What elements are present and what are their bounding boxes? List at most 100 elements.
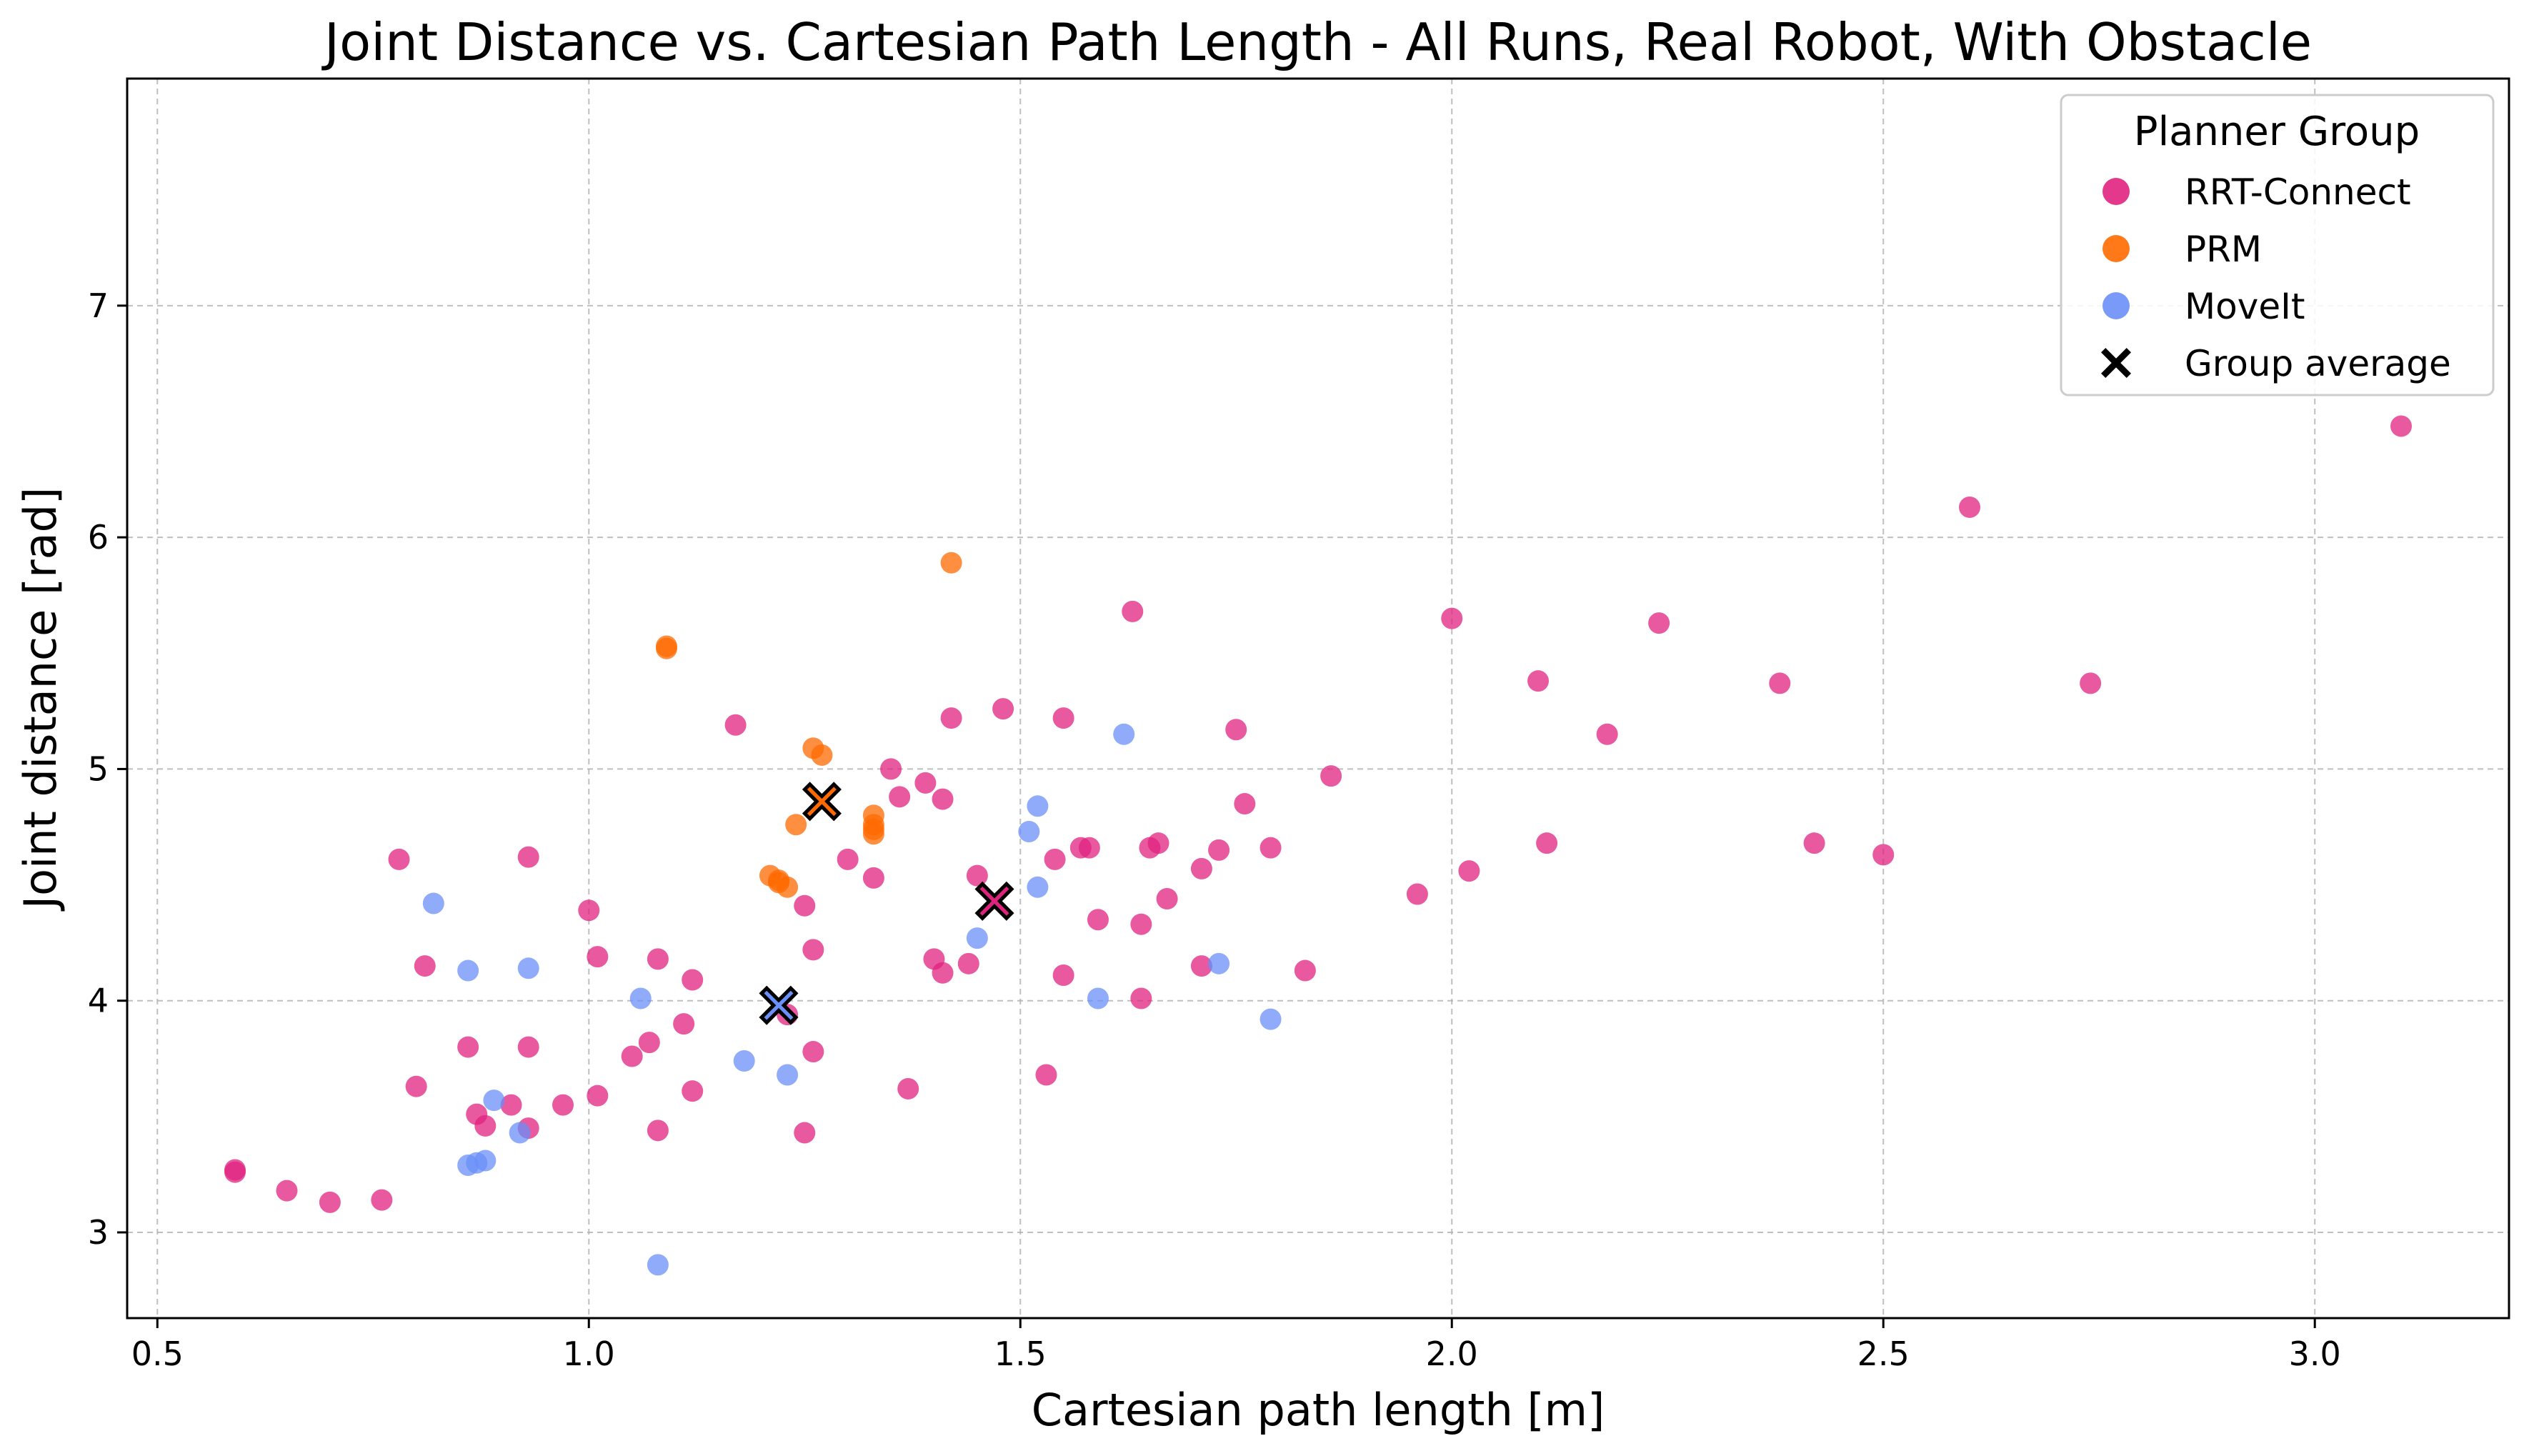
legend-box [2060, 94, 2495, 397]
data-point-moveit [1087, 987, 1109, 1009]
data-point-rrt-connect [837, 848, 859, 870]
data-point-moveit [1027, 876, 1049, 898]
legend-entries: RRT-Connect PRM MoveIt Group average [2101, 171, 2451, 384]
data-point-moveit [629, 987, 652, 1009]
data-point-moveit [1018, 820, 1040, 842]
data-point-rrt-connect [224, 1159, 246, 1181]
data-point-rrt-connect [2080, 672, 2102, 694]
data-point-rrt-connect [897, 1077, 919, 1100]
legend-label-moveit: MoveIt [2185, 286, 2305, 327]
data-point-rrt-connect [1130, 987, 1152, 1009]
data-point-rrt-connect [1536, 832, 1558, 854]
data-point-moveit [483, 1089, 505, 1112]
x-axis-label: Cartesian path length [m] [1032, 1384, 1605, 1436]
data-point-rrt-connect [621, 1045, 643, 1067]
data-point-moveit [1208, 952, 1230, 974]
data-point-rrt-connect [500, 1094, 522, 1116]
data-point-rrt-connect [638, 1032, 660, 1054]
y-tick-label: 4 [88, 982, 109, 1020]
legend-label-rrt-connect: RRT-Connect [2185, 171, 2411, 213]
data-point-rrt-connect [1959, 496, 1981, 518]
x-tick-label: 3.0 [2289, 1335, 2341, 1373]
legend-marker-group-average [2101, 348, 2131, 378]
y-axis-ticks: 3 4 5 6 7 [88, 286, 127, 1252]
data-point-rrt-connect [587, 946, 609, 968]
data-point-rrt-connect [276, 1180, 298, 1202]
data-point-rrt-connect [673, 1013, 695, 1035]
group-average-moveit [759, 985, 799, 1025]
data-point-rrt-connect [914, 772, 937, 794]
group-average-prm [802, 782, 842, 822]
data-point-rrt-connect [474, 1115, 497, 1137]
y-tick-label: 3 [88, 1213, 109, 1252]
chart-title: Joint Distance vs. Cartesian Path Length… [321, 12, 2312, 72]
x-tick-label: 2.0 [1426, 1335, 1478, 1373]
data-point-rrt-connect [371, 1189, 393, 1211]
data-point-prm [655, 637, 677, 659]
data-point-rrt-connect [319, 1191, 341, 1213]
data-point-rrt-connect [957, 952, 979, 974]
data-point-rrt-connect [388, 848, 410, 870]
data-point-rrt-connect [1156, 888, 1178, 910]
data-point-rrt-connect [517, 1036, 539, 1058]
y-axis-label: Joint distance [rad] [14, 487, 66, 912]
data-point-rrt-connect [966, 864, 988, 887]
x-axis-ticks: 0.5 1.0 1.5 2.0 2.5 3.0 [131, 1318, 2341, 1373]
data-point-rrt-connect [682, 1080, 704, 1102]
data-point-rrt-connect [1130, 913, 1152, 935]
data-point-rrt-connect [647, 1120, 669, 1142]
data-points [224, 415, 2413, 1276]
data-point-rrt-connect [682, 969, 704, 991]
data-point-rrt-connect [587, 1084, 609, 1107]
data-point-rrt-connect [1527, 670, 1550, 692]
data-point-moveit [457, 959, 479, 982]
data-point-prm [862, 823, 884, 845]
data-point-moveit [422, 892, 444, 914]
group-average-rrt-connect [974, 881, 1014, 921]
data-point-rrt-connect [1320, 765, 1342, 787]
data-point-moveit [647, 1254, 669, 1276]
data-point-rrt-connect [457, 1036, 479, 1058]
data-point-moveit [474, 1150, 497, 1172]
x-tick-label: 2.5 [1857, 1335, 1910, 1373]
data-point-rrt-connect [1803, 832, 1825, 854]
data-point-prm [777, 876, 799, 898]
legend-label-prm: PRM [2185, 229, 2262, 270]
data-point-rrt-connect [1190, 955, 1212, 977]
data-point-rrt-connect [647, 948, 669, 970]
data-point-rrt-connect [405, 1075, 427, 1097]
data-point-rrt-connect [932, 788, 954, 810]
data-point-rrt-connect [1052, 707, 1074, 729]
data-point-rrt-connect [889, 786, 911, 808]
data-point-rrt-connect [1078, 837, 1100, 859]
data-point-rrt-connect [1052, 964, 1074, 987]
data-point-moveit [1027, 795, 1049, 817]
data-point-rrt-connect [1872, 844, 1895, 866]
data-point-rrt-connect [2390, 415, 2413, 437]
data-point-rrt-connect [1225, 719, 1247, 741]
data-point-rrt-connect [1044, 848, 1066, 870]
data-point-moveit [777, 1064, 799, 1086]
grid-lines [127, 79, 2509, 1318]
data-point-rrt-connect [1596, 723, 1618, 745]
data-point-rrt-connect [794, 894, 816, 917]
plot-frame [126, 77, 2510, 1320]
data-point-rrt-connect [1087, 909, 1109, 931]
data-point-rrt-connect [578, 899, 600, 922]
data-point-rrt-connect [1147, 832, 1169, 854]
data-point-moveit [1113, 723, 1135, 745]
data-point-rrt-connect [802, 939, 824, 961]
data-point-rrt-connect [1234, 793, 1256, 815]
legend-title: Planner Group [2134, 109, 2420, 155]
data-point-prm [785, 814, 807, 836]
data-point-prm [811, 744, 833, 766]
data-point-rrt-connect [932, 962, 954, 984]
data-point-rrt-connect [940, 707, 962, 729]
y-tick-label: 5 [88, 749, 109, 788]
legend-label-group-average: Group average [2185, 343, 2451, 384]
data-point-moveit [509, 1122, 531, 1144]
data-point-moveit [733, 1050, 755, 1072]
data-point-moveit [966, 927, 988, 949]
data-point-rrt-connect [794, 1122, 816, 1144]
